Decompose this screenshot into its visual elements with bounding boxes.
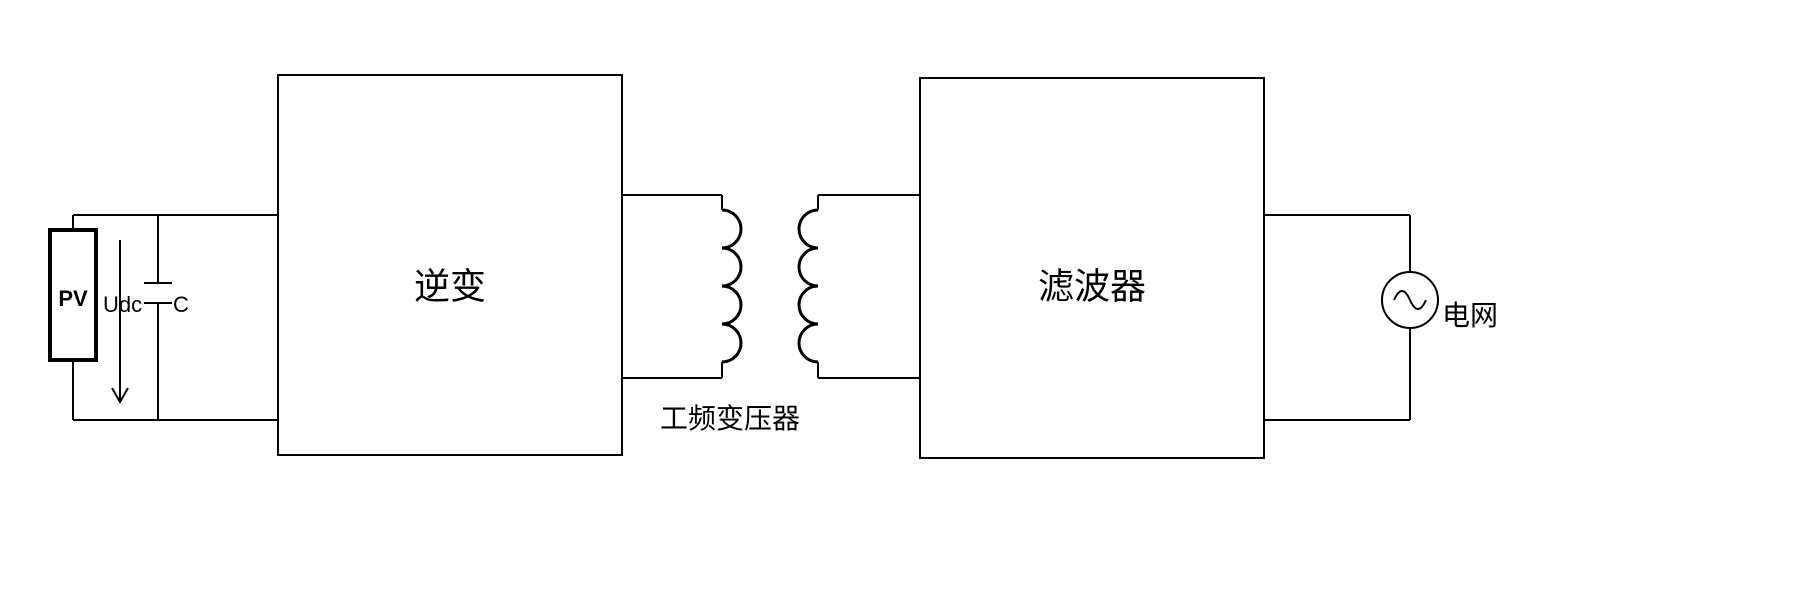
- cap-label: C: [173, 292, 189, 317]
- inverter-label: 逆变: [414, 266, 486, 306]
- udc-arrow: [112, 240, 128, 402]
- xfmr-primary: [722, 210, 741, 362]
- filter-label: 滤波器: [1038, 266, 1146, 306]
- xfmr-to-filter-wires: [818, 195, 920, 378]
- udc-label: Udc: [103, 292, 142, 317]
- diagram-canvas: PV Udc C 逆变: [0, 0, 1816, 612]
- xfmr-secondary: [799, 210, 818, 362]
- filter-block: 滤波器: [920, 78, 1264, 458]
- inv-to-xfmr-wires: [622, 195, 722, 378]
- pv-block: PV: [50, 230, 96, 360]
- xfmr-label: 工频变压器: [660, 403, 800, 435]
- capacitor: [144, 215, 172, 420]
- grid-label: 电网: [1442, 300, 1498, 332]
- cap-to-inverter-wires: [158, 215, 278, 420]
- inverter-block: 逆变: [278, 75, 622, 455]
- pv-label: PV: [58, 286, 88, 311]
- grid-source: [1382, 272, 1438, 328]
- pv-wires: [73, 215, 158, 420]
